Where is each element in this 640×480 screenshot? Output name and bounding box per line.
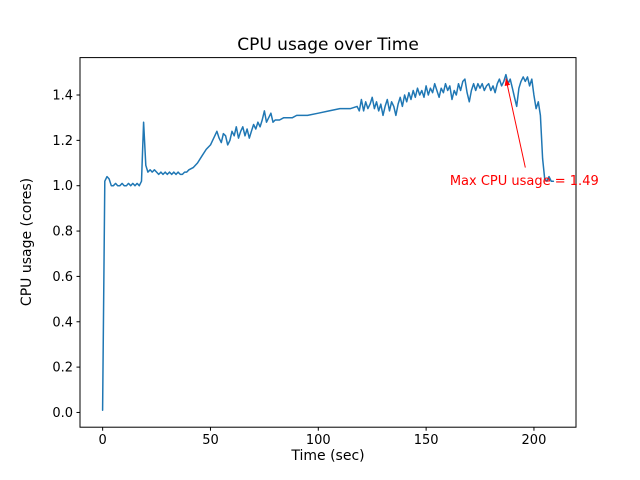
x-tick-label: 150 — [414, 433, 439, 448]
y-tick-label: 1.0 — [52, 179, 73, 194]
annotation-arrow-line — [505, 78, 526, 168]
y-axis-label: CPU usage (cores) — [19, 177, 35, 307]
y-tick-label: 0.2 — [52, 361, 73, 376]
y-tick-label: 1.4 — [52, 89, 73, 104]
y-tick-label: 0.6 — [52, 270, 73, 285]
x-tick-label: 200 — [522, 433, 547, 448]
y-tick-label: 0.0 — [52, 406, 73, 421]
x-tick-label: 50 — [202, 433, 219, 448]
x-tick-label: 0 — [99, 433, 107, 448]
x-tick-label: 100 — [306, 433, 331, 448]
cpu-usage-line — [101, 73, 555, 411]
chart-title: CPU usage over Time — [237, 35, 419, 55]
y-tick-label: 1.2 — [52, 134, 73, 149]
y-tick-label: 0.8 — [52, 225, 73, 240]
x-axis-label: Time (sec) — [291, 448, 365, 464]
annotation-arrowhead — [504, 78, 511, 87]
plot-border — [79, 57, 577, 428]
y-tick-label: 0.4 — [52, 315, 73, 330]
annotation-text: Max CPU usage = 1.49 — [449, 173, 599, 189]
